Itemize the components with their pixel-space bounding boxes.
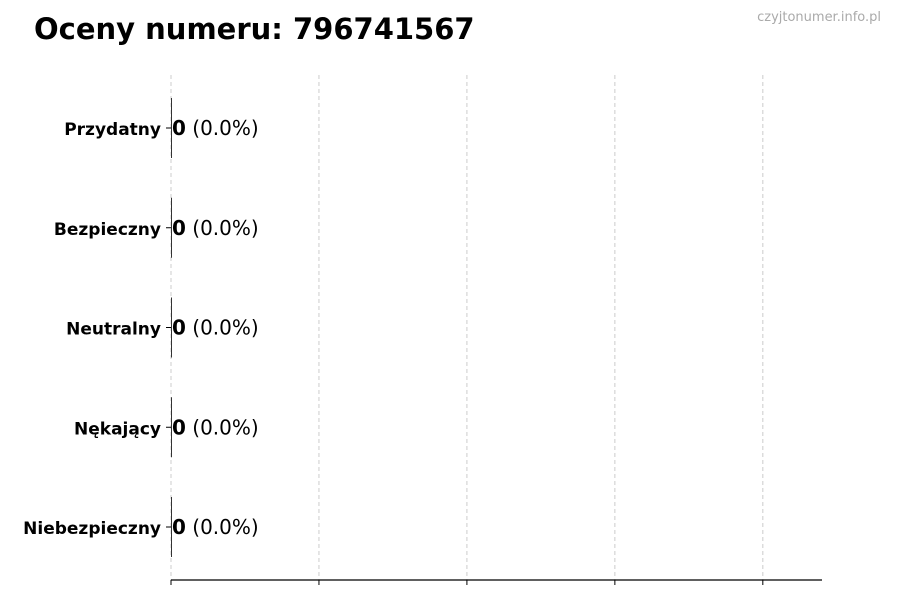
percent-value: (0.0%)	[186, 316, 259, 340]
data-label: 0 (0.0%)	[172, 316, 259, 340]
percent-value: (0.0%)	[186, 216, 259, 240]
data-label: 0 (0.0%)	[172, 415, 259, 439]
count-value: 0	[172, 116, 186, 140]
watermark: czyjtonumer.info.pl	[757, 10, 881, 25]
bar	[171, 297, 172, 358]
percent-value: (0.0%)	[186, 415, 259, 439]
category-label: Niebezpieczny	[23, 519, 161, 539]
chart-title: Oceny numeru: 796741567	[34, 12, 475, 46]
count-value: 0	[172, 515, 186, 539]
category-label: Neutralny	[66, 320, 161, 340]
count-value: 0	[172, 216, 186, 240]
count-value: 0	[172, 316, 186, 340]
data-label: 0 (0.0%)	[172, 515, 259, 539]
count-value: 0	[172, 415, 186, 439]
category-label: Przydatny	[64, 120, 161, 140]
percent-value: (0.0%)	[186, 116, 259, 140]
data-label: 0 (0.0%)	[172, 116, 259, 140]
category-label: Nękający	[74, 419, 161, 439]
percent-value: (0.0%)	[186, 515, 259, 539]
bar	[171, 197, 172, 258]
bar	[171, 397, 172, 458]
bar	[171, 98, 172, 158]
data-label: 0 (0.0%)	[172, 216, 259, 240]
category-label: Bezpieczny	[54, 220, 161, 240]
bar	[171, 497, 172, 557]
